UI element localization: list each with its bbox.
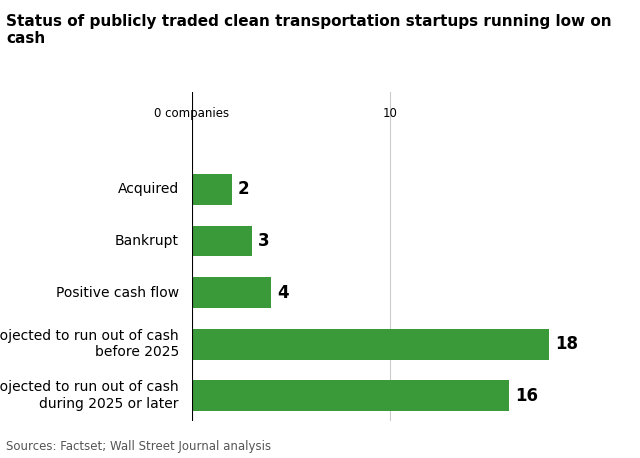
Bar bbox=[192, 174, 232, 205]
Text: Status of publicly traded clean transportation startups running low on cash: Status of publicly traded clean transpor… bbox=[6, 14, 612, 46]
Text: Sources: Factset; Wall Street Journal analysis: Sources: Factset; Wall Street Journal an… bbox=[6, 441, 271, 453]
Bar bbox=[192, 329, 549, 360]
Text: 0 companies: 0 companies bbox=[154, 107, 230, 120]
Text: 3: 3 bbox=[257, 232, 269, 250]
Text: 2: 2 bbox=[237, 180, 249, 198]
Text: 18: 18 bbox=[555, 335, 578, 353]
Text: 16: 16 bbox=[515, 387, 538, 404]
Bar bbox=[192, 277, 271, 308]
Bar bbox=[192, 226, 252, 256]
Text: 4: 4 bbox=[277, 284, 289, 301]
Bar bbox=[192, 380, 509, 411]
Text: 10: 10 bbox=[383, 107, 398, 120]
